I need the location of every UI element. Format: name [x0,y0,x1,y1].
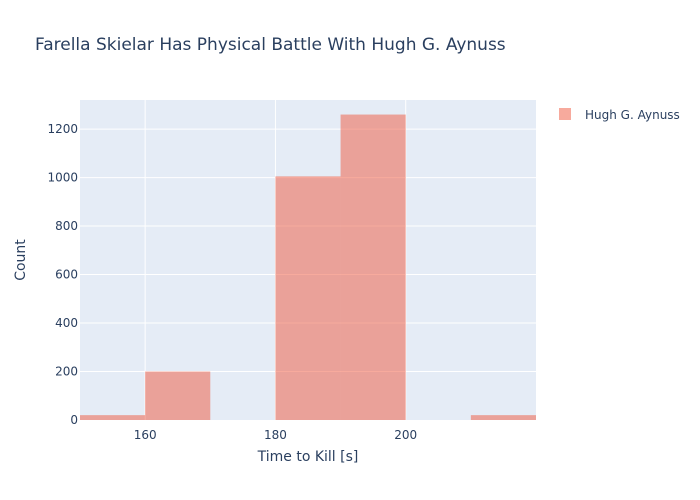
y-tick-label: 1000 [47,171,78,185]
x-tick-label: 160 [134,428,157,442]
y-axis-ticks: 0 200 400 600 800 1000 1200 [47,122,78,427]
x-axis-ticks: 160 180 200 [134,428,417,442]
legend[interactable]: Hugh G. Aynuss [559,108,680,122]
y-tick-label: 1200 [47,122,78,136]
y-tick-label: 400 [55,316,78,330]
histogram-bar[interactable] [275,176,341,420]
y-axis-label: Count [13,239,29,281]
chart-title: Farella Skielar Has Physical Battle With… [35,35,506,55]
y-tick-label: 0 [70,413,78,427]
x-tick-label: 200 [394,428,417,442]
histogram-bar[interactable] [340,114,406,420]
y-tick-label: 600 [55,268,78,282]
legend-label[interactable]: Hugh G. Aynuss [585,108,680,122]
y-tick-label: 800 [55,219,78,233]
y-tick-label: 200 [55,365,78,379]
histogram-bars[interactable] [80,114,536,420]
legend-swatch[interactable] [559,108,571,120]
histogram-bar[interactable] [80,415,146,420]
x-tick-label: 180 [264,428,287,442]
x-axis-label: Time to Kill [s] [257,449,359,465]
histogram-bar[interactable] [145,371,211,420]
histogram-bar[interactable] [470,415,536,420]
